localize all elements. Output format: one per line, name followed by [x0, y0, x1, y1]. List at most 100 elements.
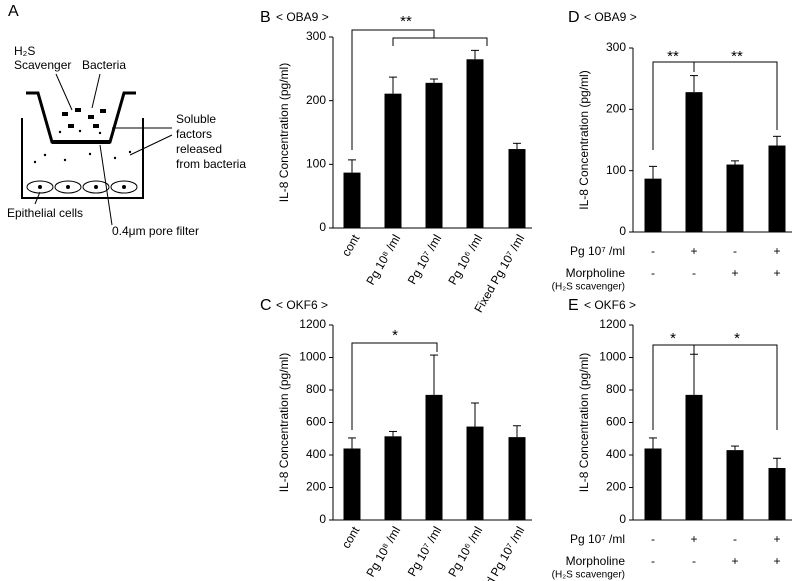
diagram-label: released — [176, 142, 222, 156]
bar — [726, 450, 744, 520]
bar — [768, 468, 786, 520]
significance-bracket — [652, 344, 778, 430]
row-sublabel: (H₂S scavenger) — [552, 282, 625, 293]
chart-title: < OBA9 > — [276, 10, 329, 24]
y-axis-label: IL-8 Concentration (pg/ml) — [577, 70, 591, 209]
y-tick-label: 0 — [619, 512, 626, 526]
pointer — [34, 191, 41, 205]
y-tick-label: 1000 — [599, 350, 626, 364]
bar — [384, 93, 402, 228]
significance-label: ** — [400, 13, 412, 30]
y-tick-label: 200 — [306, 480, 326, 494]
bar-chart: D < OBA9 > IL-8 Concentration (pg/ml) 0 100 2… — [552, 9, 792, 293]
x-tick-label: Pg 10⁸ /ml — [363, 524, 403, 579]
row-value: - — [651, 244, 655, 258]
row-value: - — [651, 266, 655, 280]
panel-label: C — [260, 297, 272, 314]
row-value: + — [773, 532, 780, 546]
bar — [508, 149, 526, 228]
y-tick-label: 1000 — [299, 350, 326, 364]
bar-chart: E < OKF6 > IL-8 Concentration (pg/ml) 0 200 4… — [552, 297, 792, 581]
bar — [508, 437, 526, 520]
y-tick-label: 1200 — [599, 317, 626, 331]
bar — [768, 145, 786, 232]
significance-bracket — [351, 29, 435, 150]
pointer — [129, 134, 173, 156]
panel-label: D — [568, 9, 580, 26]
y-tick-label: 1200 — [299, 317, 326, 331]
bar — [343, 172, 361, 228]
diagram-label: Soluble — [176, 112, 216, 126]
x-tick-label: cont — [339, 232, 363, 259]
row-value: - — [733, 532, 737, 546]
row-value: + — [773, 244, 780, 258]
y-tick-label: 200 — [606, 102, 626, 116]
bar — [425, 394, 443, 520]
row-value: + — [773, 554, 780, 568]
significance-label: ** — [731, 48, 743, 65]
row-value: - — [692, 554, 696, 568]
y-axis-label: IL-8 Concentration (pg/ml) — [277, 353, 291, 492]
bacteria — [33, 108, 132, 164]
bar — [425, 82, 443, 228]
x-tick-label: Pg 10⁶ /ml — [445, 232, 485, 287]
pointer — [99, 144, 113, 226]
y-tick-label: 0 — [319, 220, 326, 234]
chart-title: < OKF6 > — [276, 298, 328, 312]
bar — [644, 448, 662, 520]
y-tick-label: 200 — [306, 93, 326, 107]
bar — [685, 394, 703, 520]
row-value: + — [731, 554, 738, 568]
diagram-label: Scavenger — [14, 58, 71, 72]
row-value: + — [731, 266, 738, 280]
x-tick-label: cont — [339, 524, 363, 551]
panel-label: A — [8, 3, 19, 20]
chart-title: < OKF6 > — [584, 298, 636, 312]
y-tick-label: 300 — [606, 40, 626, 54]
significance-bracket — [351, 342, 438, 430]
row-label: Morpholine — [566, 554, 626, 568]
significance-label: * — [392, 327, 398, 344]
diagram-label: factors — [176, 127, 212, 141]
y-tick-label: 200 — [606, 480, 626, 494]
row-value: - — [651, 554, 655, 568]
bar-chart: B < OBA9 > IL-8 Concentration (pg/ml) 0 100 2… — [260, 9, 532, 315]
bar — [685, 92, 703, 232]
significance-label: * — [734, 330, 740, 347]
row-value: - — [651, 532, 655, 546]
y-tick-label: 800 — [306, 382, 326, 396]
row-label: Morpholine — [566, 266, 626, 280]
y-tick-label: 600 — [606, 415, 626, 429]
diagram-label: H₂S — [14, 44, 35, 58]
bar — [466, 426, 484, 520]
x-tick-label: Pg 10⁸ /ml — [363, 232, 403, 287]
well — [21, 118, 144, 199]
bar-chart: C < OKF6 > IL-8 Concentration (pg/ml) 0 200 4… — [260, 297, 532, 581]
y-tick-label: 600 — [306, 415, 326, 429]
diagram-label: 0.4μm pore filter — [112, 224, 199, 238]
y-tick-label: 300 — [306, 29, 326, 43]
row-label: Pg 10⁷ /ml — [570, 532, 625, 546]
y-axis-label: IL-8 Concentration (pg/ml) — [577, 353, 591, 492]
y-tick-label: 0 — [619, 224, 626, 238]
pointer — [55, 73, 73, 111]
chart-title: < OBA9 > — [584, 10, 637, 24]
insert — [26, 91, 136, 144]
row-value: - — [692, 266, 696, 280]
significance-label: * — [670, 330, 676, 347]
diagram-label: Bacteria — [82, 58, 126, 72]
row-value: + — [773, 266, 780, 280]
row-value: + — [690, 244, 697, 258]
row-label: Pg 10⁷ /ml — [570, 244, 625, 258]
row-value: + — [690, 532, 697, 546]
pointer — [91, 73, 101, 109]
x-tick-label: Pg 10⁷ /ml — [405, 232, 445, 287]
significance-bracket — [652, 61, 778, 150]
bar — [466, 59, 484, 229]
diagram-label: Epithelial cells — [7, 206, 83, 220]
y-tick-label: 100 — [606, 163, 626, 177]
diagram-label: from bacteria — [176, 157, 246, 171]
panel-label: E — [568, 297, 579, 314]
y-tick-label: 800 — [606, 382, 626, 396]
